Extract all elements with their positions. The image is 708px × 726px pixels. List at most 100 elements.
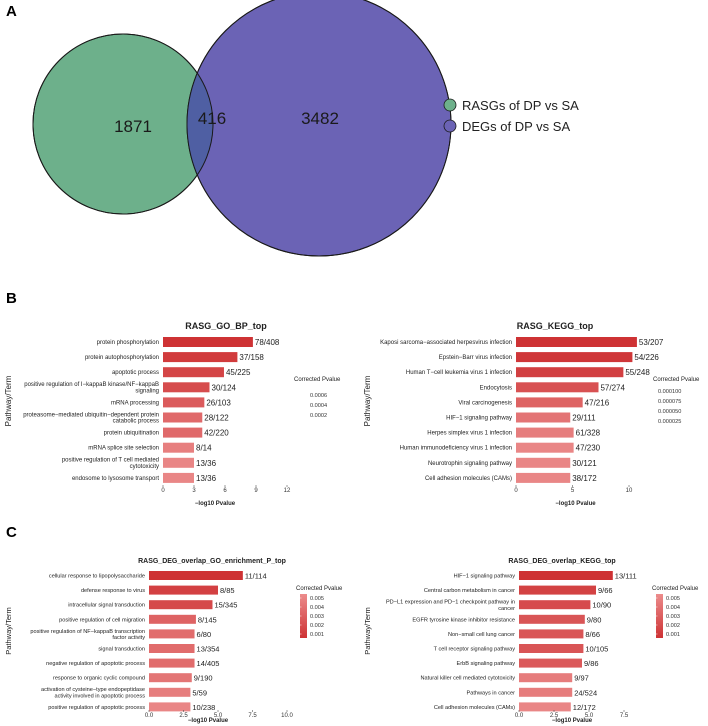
bar [163, 367, 224, 378]
data-label: 14/405 [197, 659, 220, 668]
bar [519, 658, 582, 668]
chart-kegg: RASG_KEGG_top Pathway/Term Kaposi sarcoma−… [363, 321, 700, 507]
legend-title: Corrected Pvalue [652, 586, 699, 592]
venn-left-outline [32, 33, 214, 215]
legend-value: 0.0002 [310, 413, 327, 419]
data-label: 10/238 [192, 703, 215, 712]
data-label: 13/354 [197, 645, 220, 654]
bar [516, 412, 571, 423]
chart-title: RASG_DEG_overlap_KEGG_top [508, 558, 615, 565]
category-label: positive regulation of cell migration [59, 617, 145, 623]
y-axis-label: Pathway/Term [4, 607, 13, 655]
x-tick-label: 6 [223, 488, 227, 494]
x-tick-label: 9 [254, 488, 258, 494]
bar [519, 614, 585, 624]
bar [149, 614, 196, 624]
legend-value: 0.002 [310, 623, 324, 629]
bar [163, 337, 253, 347]
data-label: 13/111 [615, 572, 637, 581]
data-label: 13/36 [196, 474, 217, 483]
venn-left-count: 1871 [114, 117, 152, 136]
y-axis-label: Pathway/Term [363, 375, 372, 426]
chart-title: RASG_DEG_overlap_GO_enrichment_P_top [138, 558, 286, 565]
bar [163, 472, 194, 483]
chart-title: RASG_KEGG_top [517, 321, 594, 331]
legend-value: 0.004 [666, 605, 680, 611]
data-label: 8/14 [196, 444, 212, 453]
venn-diagram: 1871 416 3482 [32, 0, 452, 257]
data-label: 24/524 [574, 688, 597, 697]
y-axis-label: Pathway/Term [363, 607, 372, 655]
x-tick-label: 5.0 [214, 713, 223, 719]
category-label: Human immunodeficiency virus 1 infection [400, 446, 512, 452]
data-label: 30/124 [212, 383, 237, 392]
bar [519, 571, 613, 580]
x-tick-label: 7.5 [248, 713, 257, 719]
bar [149, 673, 192, 683]
legend-value: 0.0004 [310, 403, 327, 409]
panel-letter-c: C [6, 524, 17, 541]
bar-charts: RASG_GO_BP_top Pathway/Term protein phosph… [4, 321, 700, 724]
bar [149, 658, 195, 668]
data-label: 10/105 [585, 645, 608, 654]
venn-right-count: 3482 [301, 109, 339, 128]
venn-overlap-count: 416 [198, 109, 226, 128]
data-label: 9/80 [587, 615, 602, 624]
category-label: Herpes simplex virus 1 infection [427, 431, 512, 437]
category-label: positive regulation of T cell mediated cy… [62, 458, 159, 470]
legend-title: Corrected Pvalue [294, 377, 341, 383]
category-label: positive regulation of NF−kappaB transcr… [30, 629, 145, 641]
category-label: ErbB signaling pathway [457, 661, 516, 667]
bar [516, 352, 633, 363]
bar [516, 427, 574, 438]
bar [519, 585, 596, 595]
legend-title: Corrected Pvalue [653, 377, 700, 383]
bar [163, 397, 205, 408]
bar [519, 673, 573, 683]
legend-value: 0.005 [666, 596, 680, 602]
data-label: 28/122 [204, 414, 229, 423]
bar [163, 382, 210, 393]
legend-value: 0.002 [666, 623, 680, 629]
data-label: 42/220 [204, 429, 229, 438]
legend-label-degs: DEGs of DP vs SA [462, 119, 570, 134]
x-tick-label: 2.5 [550, 713, 559, 719]
bar [516, 337, 637, 347]
legend-value: 0.000100 [658, 389, 681, 395]
x-tick-label: 0.0 [145, 713, 154, 719]
chart-kegg_overlap: RASG_DEG_overlap_KEGG_top Pathway/Term HIF… [363, 558, 699, 724]
x-tick-label: 12 [284, 488, 291, 494]
category-label: HIF−1 signaling pathway [454, 574, 516, 580]
category-label: Endocytosis [480, 385, 512, 391]
chart-go_overlap: RASG_DEG_overlap_GO_enrichment_P_top Path… [4, 558, 343, 724]
x-tick-label: 5 [571, 488, 575, 494]
legend-swatch-degs [443, 119, 457, 133]
data-label: 61/328 [576, 429, 601, 438]
x-tick-label: 10 [626, 488, 633, 494]
category-label: Cell adhesion molecules (CAMs) [434, 705, 515, 711]
data-label: 57/274 [600, 383, 625, 392]
category-label: defense response to virus [81, 588, 145, 594]
chart-title: RASG_GO_BP_top [185, 321, 267, 331]
data-label: 26/103 [206, 398, 231, 407]
chart-bp: RASG_GO_BP_top Pathway/Term protein phosph… [4, 321, 341, 507]
bar [519, 629, 584, 639]
bar [149, 644, 195, 653]
data-label: 9/86 [584, 659, 599, 668]
bar [149, 702, 191, 712]
legend-swatch-rasgs [443, 98, 457, 112]
data-label: 54/226 [634, 353, 659, 362]
x-axis-label: −log10 Pvalue [552, 718, 593, 724]
bar [163, 352, 238, 363]
data-label: 47/230 [576, 444, 601, 453]
x-tick-label: 0.0 [515, 713, 524, 719]
x-tick-label: 3 [192, 488, 196, 494]
data-label: 8/66 [585, 630, 600, 639]
x-tick-label: 7.5 [620, 713, 629, 719]
category-label: PD−L1 expression and PD−1 checkpoint pat… [386, 600, 515, 612]
data-label: 78/408 [255, 338, 280, 347]
bar [163, 442, 194, 453]
bar [519, 702, 571, 712]
legend-value: 0.0006 [310, 393, 327, 399]
